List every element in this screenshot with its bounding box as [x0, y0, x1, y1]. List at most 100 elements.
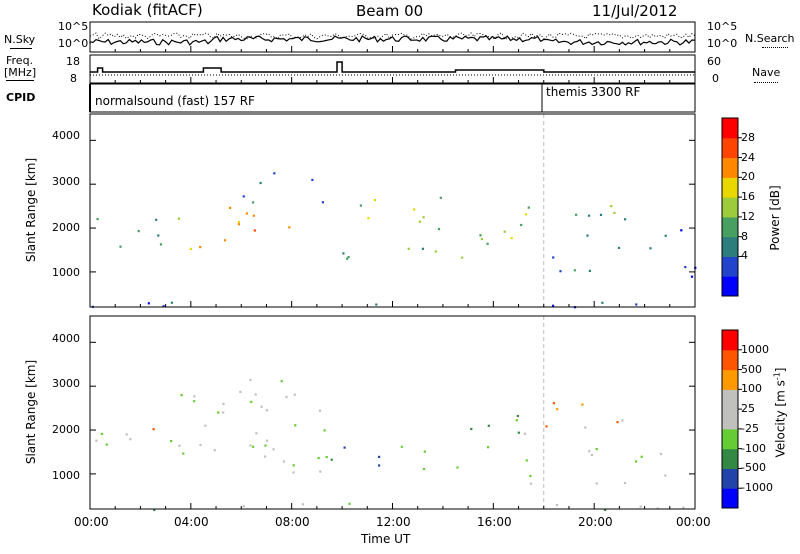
nsearch-label: N.Search [745, 32, 795, 45]
nsearch-tick-low: 10^0 [707, 37, 738, 50]
velocity-cbar-tick-label: -500 [741, 461, 766, 475]
nave-tick-high: 60 [707, 55, 721, 68]
velocity-cbar-label: Velocity [m s-1] [772, 367, 788, 458]
nsky-trace [89, 32, 696, 46]
power-cell [575, 213, 578, 216]
date-title: 11/Jul/2012 [592, 2, 678, 20]
velocity-cell [422, 467, 426, 471]
power-cell [599, 213, 603, 216]
power-cell [617, 246, 621, 249]
power-cbar-tick-label: 24 [741, 150, 755, 164]
velocity-cell [129, 438, 132, 441]
power-cell [437, 228, 441, 231]
power-cell [119, 245, 122, 248]
nsky-legend-line [10, 48, 32, 49]
velocity-cbar-swatch [722, 330, 738, 351]
velocity-cell [301, 503, 304, 506]
power-cell [588, 214, 591, 217]
velocity-cbar-tick-label: 25 [741, 402, 755, 416]
power-cbar-frame [721, 117, 739, 297]
velocity-cell [292, 464, 295, 467]
velocity-cell [280, 380, 283, 383]
power-cell [486, 242, 489, 245]
power-cell [157, 234, 160, 237]
velocity-cbar-swatch [722, 409, 738, 430]
velocity-panel-frame [89, 315, 696, 510]
nsky-label: N.Sky [4, 33, 36, 46]
velocity-cell [239, 390, 242, 393]
velocity-cell [293, 393, 296, 396]
power-ylabel: Slant Range [km] [24, 157, 38, 263]
velocity-cell [529, 474, 532, 478]
velocity-cell [621, 419, 624, 422]
velocity-cell [635, 460, 638, 463]
velocity-cell [255, 432, 258, 435]
velocity-cell [265, 439, 269, 442]
velocity-cell [487, 424, 490, 427]
velocity-cell [317, 457, 320, 460]
velocity-cell [423, 450, 426, 453]
freq-line [90, 61, 695, 73]
velocity-cell [100, 432, 104, 436]
velocity-cbar-swatch [722, 369, 738, 390]
velocity-cell [217, 411, 220, 414]
xtick-2000: 20:00 [578, 515, 613, 529]
power-cbar-tick-label: 12 [741, 209, 755, 223]
velocity-cell [552, 402, 555, 405]
power-ytick-2000: 2000 [52, 221, 80, 234]
xtick-0000: 00:00 [74, 515, 109, 529]
power-cell [375, 303, 378, 306]
power-panel-frame [89, 113, 696, 308]
velocity-cell [152, 428, 155, 431]
power-cell [96, 218, 99, 221]
velocity-cell [252, 445, 255, 448]
power-cell [347, 256, 350, 259]
nsky-tick-low: 10^0 [58, 37, 89, 50]
velocity-cell [292, 471, 295, 474]
velocity-cell [282, 460, 285, 463]
velocity-cell [285, 396, 288, 399]
power-cell [252, 201, 255, 204]
power-cell [552, 256, 555, 259]
velocity-cell [222, 411, 225, 414]
xtick-2400: 00:00 [676, 515, 711, 529]
power-cbar-swatch [722, 118, 738, 139]
power-cbar-swatch [722, 197, 738, 218]
power-cell [413, 208, 416, 211]
velocity-cell [249, 378, 252, 381]
power-cbar-label: Power [dB] [768, 185, 782, 251]
power-cell [342, 252, 345, 255]
xtick-0400: 04:00 [174, 515, 209, 529]
velocity-cell [581, 403, 584, 406]
velocity-cell [222, 402, 225, 405]
power-cell [245, 212, 248, 215]
velocity-cell [193, 400, 196, 403]
velocity-cbar-tick-label: 500 [741, 362, 762, 376]
velocity-ytick-4000: 4000 [52, 332, 80, 345]
velocity-cell [180, 394, 183, 397]
nave-legend-line [754, 82, 778, 83]
power-cell [479, 234, 482, 237]
power-cell [601, 301, 604, 304]
power-cell [252, 214, 255, 217]
power-cell [613, 211, 616, 214]
velocity-cell [263, 455, 267, 458]
power-cell [422, 216, 425, 219]
power-cell [177, 217, 180, 220]
power-cbar-swatch [722, 216, 738, 238]
velocity-cell [523, 432, 526, 435]
power-cell [680, 229, 683, 232]
velocity-cbar-tick-label: -25 [741, 421, 759, 435]
velocity-cell [378, 464, 381, 467]
velocity-cell [590, 453, 593, 457]
velocity-cell [664, 474, 667, 477]
power-cbar-swatch [722, 177, 738, 198]
xlabel: Time UT [361, 532, 411, 546]
freq-trace [90, 61, 695, 76]
velocity-cell [623, 481, 627, 485]
power-cbar-swatch [722, 276, 738, 297]
velocity-cbar-swatch [722, 428, 738, 450]
velocity-cbar-frame [721, 329, 739, 509]
power-cell [418, 220, 421, 223]
power-cell [346, 257, 349, 260]
